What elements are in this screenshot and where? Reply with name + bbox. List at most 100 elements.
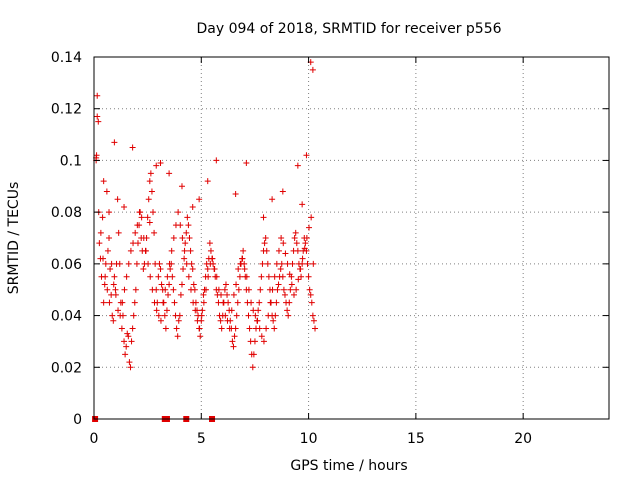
data-point (94, 92, 101, 99)
data-point (183, 229, 190, 236)
data-point (224, 317, 231, 324)
data-point (178, 281, 185, 288)
data-point (133, 260, 140, 267)
data-point (273, 299, 280, 306)
data-point (226, 325, 233, 332)
data-point (93, 152, 100, 159)
data-point (95, 118, 102, 125)
data-point (197, 333, 204, 340)
data-point (121, 203, 128, 210)
data-point (132, 286, 139, 293)
data-point (100, 178, 107, 185)
data-point (206, 240, 213, 247)
data-point (233, 281, 240, 288)
data-point (153, 162, 160, 169)
data-point (147, 273, 154, 280)
y-tick-label: 0 (73, 412, 82, 428)
data-point (144, 214, 151, 221)
data-point (106, 209, 113, 216)
y-tick-label: 0.04 (51, 309, 82, 325)
data-point (286, 271, 293, 278)
data-point (258, 333, 265, 340)
data-point (211, 266, 218, 273)
data-point (184, 214, 191, 221)
data-point (111, 273, 118, 280)
data-point (213, 157, 220, 164)
data-point (107, 266, 114, 273)
data-point (187, 247, 194, 254)
data-point (112, 286, 119, 293)
data-point (196, 196, 203, 203)
data-point (186, 235, 193, 241)
data-point (127, 247, 134, 254)
data-point (102, 273, 109, 280)
data-point (132, 229, 139, 236)
data-point (228, 307, 235, 314)
data-point (284, 260, 291, 267)
data-point (257, 286, 264, 293)
data-point (230, 343, 237, 350)
data-point (293, 286, 300, 293)
data-point (168, 247, 175, 254)
data-point (114, 196, 121, 203)
data-point (121, 338, 128, 345)
data-point (294, 247, 301, 254)
data-point (260, 338, 267, 345)
data-point (280, 286, 287, 293)
data-point (162, 286, 169, 293)
data-point (265, 312, 272, 319)
data-point (217, 317, 224, 324)
data-point (146, 178, 153, 185)
data-point (264, 260, 271, 267)
data-point (230, 291, 237, 298)
data-point (165, 291, 172, 298)
data-point (125, 333, 132, 340)
data-point (127, 364, 134, 371)
data-point (250, 307, 257, 314)
data-point (262, 235, 269, 241)
plot-frame (93, 56, 610, 420)
data-point (207, 260, 214, 267)
data-point (248, 299, 255, 306)
data-point (156, 260, 163, 267)
data-point (250, 351, 257, 358)
data-point (94, 113, 101, 120)
data-point (130, 240, 137, 247)
data-point (304, 260, 311, 267)
data-point (190, 281, 197, 288)
data-point (199, 307, 206, 314)
data-point (177, 222, 184, 229)
data-point (215, 286, 222, 293)
data-point (232, 191, 239, 198)
data-point (243, 160, 250, 167)
data-point (185, 273, 192, 280)
data-points (92, 59, 319, 422)
data-point (177, 291, 184, 298)
data-point (155, 312, 162, 319)
data-point (234, 299, 241, 306)
data-point (263, 325, 270, 332)
data-point (178, 183, 185, 190)
data-point (160, 299, 167, 306)
data-point (99, 214, 106, 221)
data-point (271, 273, 278, 280)
x-tick-label: 15 (407, 431, 425, 447)
data-point (273, 260, 280, 267)
data-point (306, 224, 313, 231)
data-point (136, 209, 143, 216)
y-tick-label: 0.12 (51, 102, 82, 118)
data-point (245, 286, 252, 293)
data-point (246, 325, 253, 332)
data-point (171, 299, 178, 306)
data-point (123, 343, 130, 350)
data-point (284, 307, 291, 314)
data-point (288, 281, 295, 288)
data-point (270, 317, 277, 324)
data-point (185, 222, 192, 229)
data-point (110, 281, 117, 288)
data-point (166, 260, 173, 267)
data-point (200, 291, 207, 298)
data-point (118, 325, 125, 332)
data-point (298, 273, 305, 280)
